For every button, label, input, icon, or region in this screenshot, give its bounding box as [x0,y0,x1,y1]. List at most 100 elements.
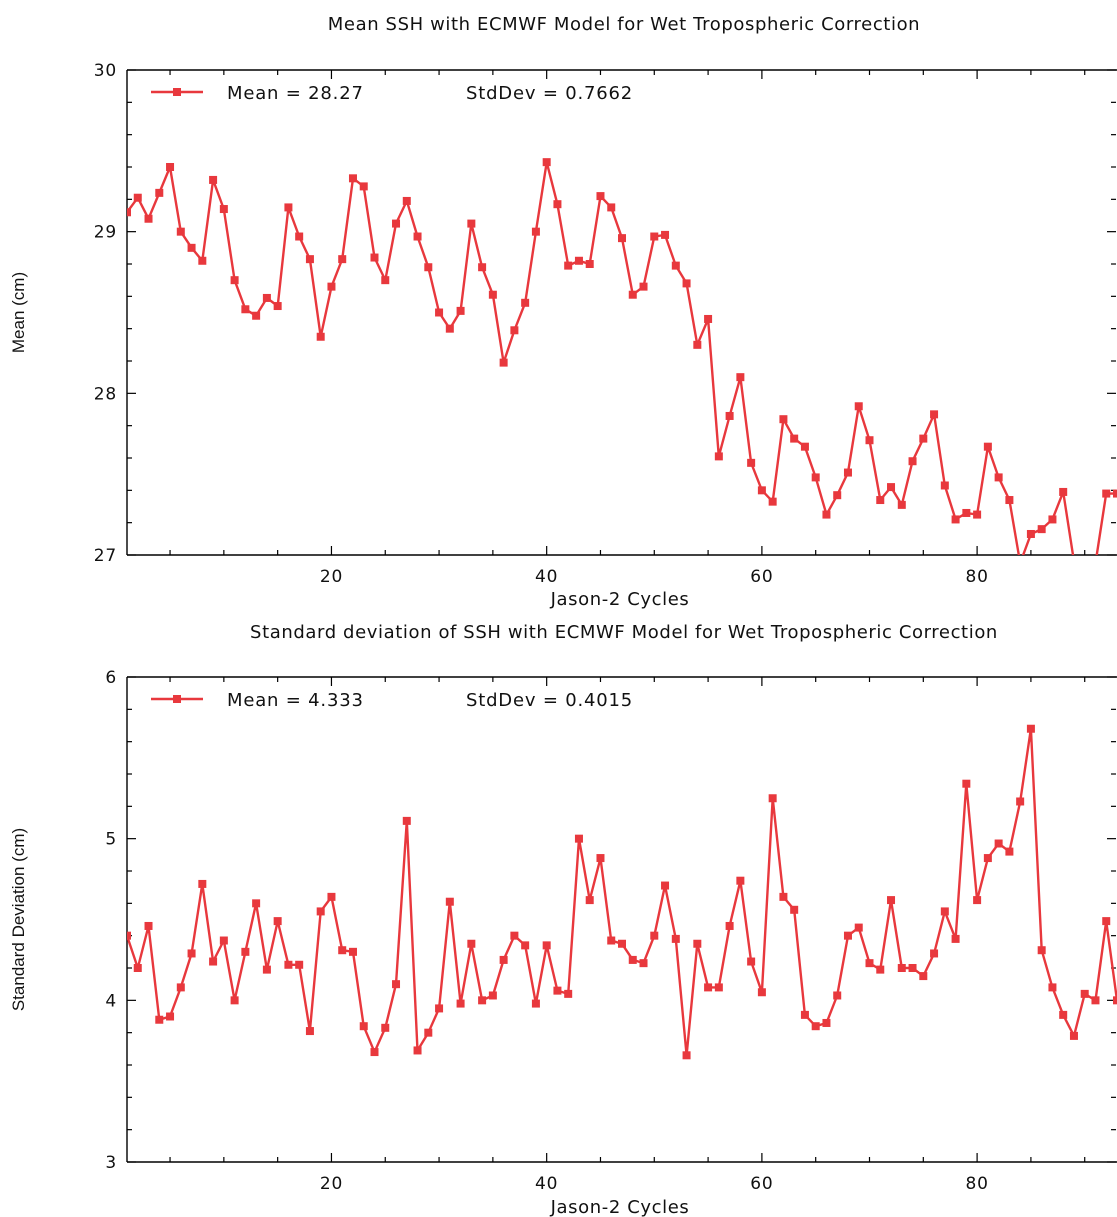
y-tick-label: 30 [94,61,117,81]
data-point [790,434,799,443]
data-point [564,989,573,998]
data-point [951,934,960,943]
data-point [639,959,648,968]
data-point [1081,567,1089,575]
series-group [127,724,1117,1060]
data-point [704,314,713,323]
data-point [585,896,594,905]
data-point [1048,983,1057,992]
data-point [1037,525,1046,534]
data-point [402,816,411,825]
y-tick-label: 29 [94,223,117,243]
data-point [887,483,896,492]
data-point [618,939,626,948]
data-point [940,481,949,490]
data-point [983,854,992,863]
data-point [940,907,949,916]
data-point [435,1004,444,1013]
data-point [510,326,519,335]
data-point [574,834,583,843]
data-point [176,227,185,236]
data-point [370,1048,379,1057]
data-point [127,931,131,940]
x-tick-label: 20 [320,1174,343,1194]
data-point [757,486,766,495]
data-point [531,999,540,1008]
x-axis-label: Jason-2 Cycles [550,1197,690,1217]
series-line [127,727,1117,1057]
data-point [983,442,992,451]
data-point [392,980,401,989]
data-point [843,468,852,477]
data-point [327,282,336,291]
data-point [596,192,605,201]
x-tick-label: 60 [750,567,773,587]
data-point [424,1028,433,1037]
data-point [682,279,691,288]
data-point [155,1015,164,1024]
data-point [209,175,218,184]
x-tick-label: 20 [320,567,343,587]
y-tick-label: 5 [105,830,117,850]
x-tick-label: 80 [965,567,988,587]
data-point [392,219,401,228]
data-point [661,230,670,239]
data-point [166,163,175,171]
data-point [402,196,411,205]
data-point [478,263,487,272]
data-point [757,988,766,997]
chart-title: Mean SSH with ECMWF Model for Wet Tropos… [328,14,920,35]
data-point [908,964,917,972]
data-point [596,854,605,863]
data-point [843,931,852,940]
data-point [273,917,282,926]
data-point [1070,557,1078,565]
data-point [897,964,906,972]
data-point [930,949,939,958]
data-point [973,510,982,519]
y-tick-label: 4 [105,991,117,1011]
data-point [1005,496,1014,505]
data-point [521,941,530,950]
data-point [359,182,368,191]
data-point [811,1022,820,1031]
data-point [542,941,551,950]
data-point [887,896,896,905]
data-point [865,959,874,968]
data-point [230,996,239,1005]
data-point [262,965,271,974]
data-point [800,442,809,451]
y-tick-label: 28 [94,384,117,404]
data-point [714,452,723,461]
data-point [348,947,357,956]
data-point [467,219,476,228]
data-point [1016,559,1024,567]
data-point [865,436,874,445]
data-point [747,458,756,467]
data-point [467,939,476,948]
data-point [628,290,637,299]
data-point [671,261,680,270]
data-point [553,986,562,995]
data-point [187,949,196,958]
data-point [359,1022,368,1031]
data-point [736,876,745,885]
data-point [822,1018,831,1027]
data-point [413,232,422,241]
y-axis-label: Mean (cm) [9,272,28,353]
y-tick-label: 3 [105,1153,117,1173]
data-point [316,332,325,341]
data-point [833,991,842,1000]
data-point [1102,489,1111,498]
data-point [628,955,637,964]
data-point [241,305,250,314]
data-point [973,896,982,905]
x-tick-label: 80 [965,1174,988,1194]
data-point [833,491,842,500]
data-point [209,957,218,966]
data-point [187,243,196,252]
data-point [779,415,788,424]
data-point [854,402,863,411]
data-point [919,972,928,981]
